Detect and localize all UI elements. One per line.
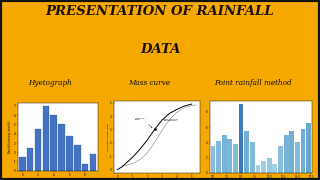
Bar — [306, 123, 311, 173]
Bar — [250, 142, 255, 173]
Bar — [261, 161, 266, 173]
Text: DATA: DATA — [140, 43, 180, 56]
Y-axis label: Cumulative rainfall (mm): Cumulative rainfall (mm) — [107, 123, 108, 151]
Bar — [239, 104, 244, 173]
Bar — [256, 165, 260, 173]
Bar — [300, 129, 305, 173]
Bar — [90, 154, 96, 171]
Bar — [50, 115, 57, 171]
Text: Mass curve: Mass curve — [128, 79, 170, 87]
Bar — [74, 145, 81, 171]
Bar — [289, 131, 294, 173]
Text: Intensity =
slope: Intensity = slope — [135, 118, 152, 127]
Bar — [244, 131, 249, 173]
Bar — [272, 164, 277, 173]
Bar — [66, 136, 73, 171]
Text: Mass curve of
precipitation: Mass curve of precipitation — [164, 119, 178, 122]
Bar — [228, 139, 232, 173]
Bar — [19, 157, 26, 171]
Text: Point rainfall method: Point rainfall method — [214, 79, 292, 87]
Text: PRESENTATION OF RAINFALL: PRESENTATION OF RAINFALL — [46, 5, 274, 18]
Bar — [211, 146, 215, 173]
Bar — [27, 148, 34, 171]
Bar — [216, 141, 221, 173]
Y-axis label: Rainfall intensity (mm/hr): Rainfall intensity (mm/hr) — [8, 121, 12, 153]
Bar — [233, 144, 238, 173]
Bar — [222, 135, 227, 173]
Bar — [58, 124, 65, 171]
Bar — [295, 142, 300, 173]
Bar — [35, 129, 41, 171]
Text: Hyetograph: Hyetograph — [28, 79, 71, 87]
Bar — [82, 164, 88, 171]
X-axis label: Time (h): Time (h) — [51, 179, 64, 180]
Bar — [43, 106, 49, 171]
Bar — [278, 146, 283, 173]
Bar — [267, 158, 272, 173]
Bar — [284, 135, 289, 173]
